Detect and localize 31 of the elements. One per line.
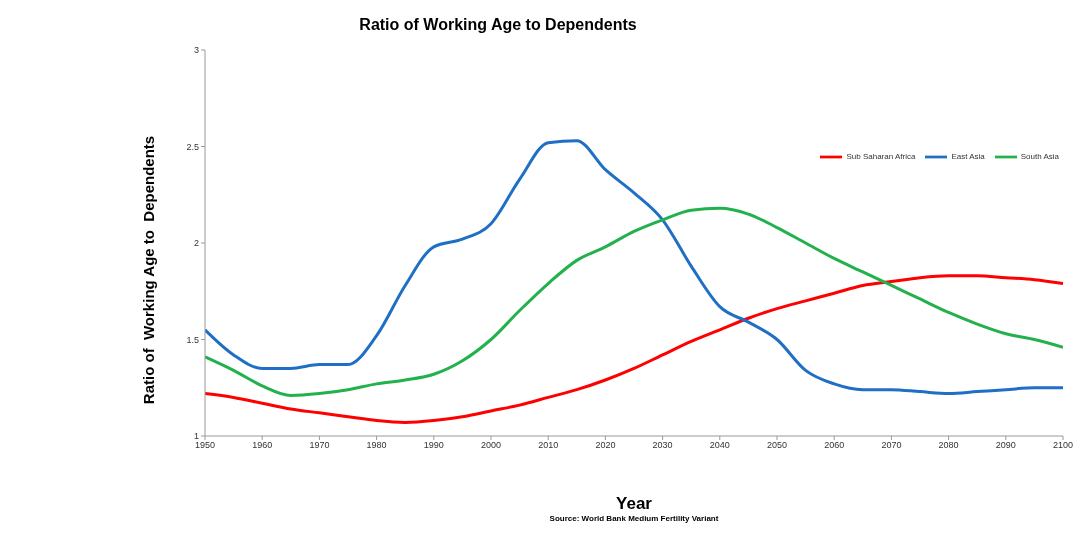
x-tick-label: 1980 (366, 440, 387, 451)
line-series (205, 274, 1063, 424)
x-tick-label: 2070 (881, 440, 902, 451)
y-axis-title: Ratio of Working Age to Dependents (139, 135, 157, 405)
x-tick-label: 2100 (1052, 440, 1074, 451)
x-tick-label: 1960 (252, 440, 273, 451)
line-series (205, 139, 1063, 396)
x-tick-label: 2040 (709, 440, 730, 451)
y-tick-label: 1.5 (186, 334, 199, 345)
x-tick-label: 2090 (995, 440, 1016, 451)
x-tick-label: 1990 (423, 440, 444, 451)
x-tick-label: 2060 (824, 440, 845, 451)
x-tick-label: 1970 (309, 440, 330, 451)
x-tick-label: 2030 (652, 440, 673, 451)
legend-label: Sub Saharan Africa (846, 152, 916, 162)
y-tick-label: 3 (193, 45, 199, 56)
y-tick-label: 2.5 (186, 141, 199, 152)
x-axis-title: Year (615, 494, 653, 514)
x-tick-label: 2020 (595, 440, 616, 451)
y-tick-label: 1 (193, 431, 199, 442)
line-series (205, 206, 1063, 397)
x-tick-label: 2050 (766, 440, 788, 451)
legend-label: South Asia (1020, 152, 1059, 162)
x-tick-label: 1950 (194, 440, 216, 451)
chart-title: Ratio of Working Age to Dependents (358, 16, 638, 34)
x-tick-label: 2000 (480, 440, 502, 451)
y-tick-label: 2 (193, 238, 199, 249)
source-note: Source: World Bank Medium Fertility Variant (548, 514, 720, 523)
x-tick-label: 2010 (538, 440, 559, 451)
x-tick-label: 2080 (938, 440, 959, 451)
legend-label: East Asia (951, 152, 985, 162)
